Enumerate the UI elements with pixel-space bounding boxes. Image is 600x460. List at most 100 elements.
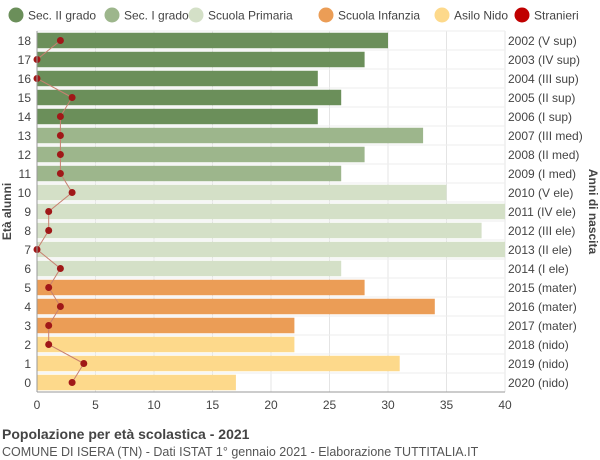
chart-svg: Sec. II grado Sec. I grado Scuola Primaria…: [0, 7, 600, 412]
bar-age-1: [37, 355, 400, 372]
stranieri-point-age-18: [56, 37, 64, 44]
stranieri-point-age-6: [56, 265, 64, 272]
birth-label-3: 2017 (mater): [508, 319, 577, 333]
stranieri-point-age-12: [56, 151, 64, 158]
stranieri-point-age-5: [45, 284, 53, 291]
age-label-10: 10: [18, 186, 32, 200]
bar-age-4: [37, 298, 435, 315]
age-label-9: 9: [24, 205, 31, 219]
legend-label-5: Stranieri: [534, 9, 579, 23]
x-tick-label-5: 25: [323, 398, 337, 412]
birth-label-2: 2018 (nido): [508, 338, 569, 352]
bar-age-15: [37, 89, 342, 106]
age-label-0: 0: [24, 376, 31, 390]
birth-label-8: 2012 (III ele): [508, 224, 575, 238]
legend-swatch-1: [104, 7, 120, 23]
stranieri-point-age-0: [68, 379, 76, 386]
bar-age-5: [37, 279, 365, 296]
bar-age-8: [37, 222, 482, 239]
age-label-18: 18: [18, 34, 32, 48]
bar-age-11: [37, 165, 342, 182]
stranieri-point-age-15: [68, 94, 76, 101]
bar-age-12: [37, 146, 365, 163]
stranieri-point-age-8: [45, 227, 53, 234]
age-label-15: 15: [18, 91, 32, 105]
x-tick-label-0: 0: [34, 398, 41, 412]
birth-label-12: 2008 (II med): [508, 148, 579, 162]
y-axis-title-left: Età alunni: [0, 183, 14, 240]
bar-age-10: [37, 184, 447, 201]
legend-swatch-0: [8, 7, 24, 23]
bar-age-17: [37, 51, 365, 68]
chart-title: Popolazione per età scolastica - 2021: [2, 426, 250, 442]
birth-label-16: 2004 (III sup): [508, 72, 579, 86]
bar-age-9: [37, 203, 505, 220]
bar-age-13: [37, 127, 424, 144]
bar-age-6: [37, 260, 342, 277]
birth-label-4: 2016 (mater): [508, 300, 577, 314]
bar-age-0: [37, 374, 236, 391]
age-label-2: 2: [24, 338, 31, 352]
age-label-17: 17: [18, 53, 32, 67]
stranieri-point-age-2: [45, 341, 53, 348]
age-label-14: 14: [18, 110, 32, 124]
birth-label-17: 2003 (IV sup): [508, 53, 580, 67]
age-label-12: 12: [18, 148, 32, 162]
legend-swatch-3: [318, 7, 334, 23]
legend-label-1: Sec. I grado: [124, 9, 189, 23]
age-label-1: 1: [24, 357, 31, 371]
birth-label-13: 2007 (III med): [508, 129, 583, 143]
age-label-4: 4: [24, 300, 31, 314]
x-tick-label-2: 10: [147, 398, 161, 412]
legend-swatch-5: [514, 7, 530, 23]
stranieri-point-age-9: [45, 208, 53, 215]
stranieri-point-age-4: [56, 303, 64, 310]
stranieri-point-age-11: [56, 170, 64, 177]
bar-age-7: [37, 241, 505, 258]
birth-label-5: 2015 (mater): [508, 281, 577, 295]
bars: [37, 32, 505, 391]
age-label-5: 5: [24, 281, 31, 295]
age-label-3: 3: [24, 319, 31, 333]
bar-age-2: [37, 336, 295, 353]
birth-label-11: 2009 (I med): [508, 167, 576, 181]
x-tick-label-7: 35: [440, 398, 454, 412]
birth-label-10: 2010 (V ele): [508, 186, 573, 200]
legend: Sec. II grado Sec. I grado Scuola Primaria…: [8, 7, 579, 23]
birth-label-18: 2002 (V sup): [508, 34, 577, 48]
birth-label-0: 2020 (nido): [508, 376, 569, 390]
age-label-11: 11: [19, 167, 32, 181]
stranieri-point-age-3: [45, 322, 53, 329]
x-tick-label-1: 5: [92, 398, 99, 412]
age-label-7: 7: [24, 243, 31, 257]
age-label-8: 8: [24, 224, 31, 238]
bar-age-18: [37, 32, 388, 49]
legend-label-3: Scuola Infanzia: [338, 9, 420, 23]
age-label-13: 13: [18, 129, 32, 143]
legend-label-0: Sec. II grado: [28, 9, 96, 23]
chart-subtitle: COMUNE DI ISERA (TN) - Dati ISTAT 1° gen…: [2, 445, 479, 459]
birth-label-1: 2019 (nido): [508, 357, 569, 371]
x-tick-label-4: 20: [264, 398, 278, 412]
legend-label-2: Scuola Primaria: [208, 9, 293, 23]
x-tick-label-3: 15: [206, 398, 220, 412]
birth-label-6: 2014 (I ele): [508, 262, 569, 276]
stranieri-point-age-14: [56, 113, 64, 120]
bar-age-14: [37, 108, 318, 125]
x-tick-label-8: 40: [498, 398, 512, 412]
stranieri-point-age-13: [56, 132, 64, 139]
legend-swatch-4: [434, 7, 450, 23]
legend-swatch-2: [188, 7, 204, 23]
age-label-16: 16: [18, 72, 32, 86]
stranieri-point-age-10: [68, 189, 76, 196]
bar-age-3: [37, 317, 295, 334]
bar-age-16: [37, 70, 318, 87]
birth-label-15: 2005 (II sup): [508, 91, 575, 105]
birth-label-7: 2013 (II ele): [508, 243, 572, 257]
age-label-6: 6: [24, 262, 31, 276]
birth-label-9: 2011 (IV ele): [508, 205, 576, 219]
birth-label-14: 2006 (I sup): [508, 110, 572, 124]
y-axis-title-right: Anni di nascita: [586, 169, 600, 255]
